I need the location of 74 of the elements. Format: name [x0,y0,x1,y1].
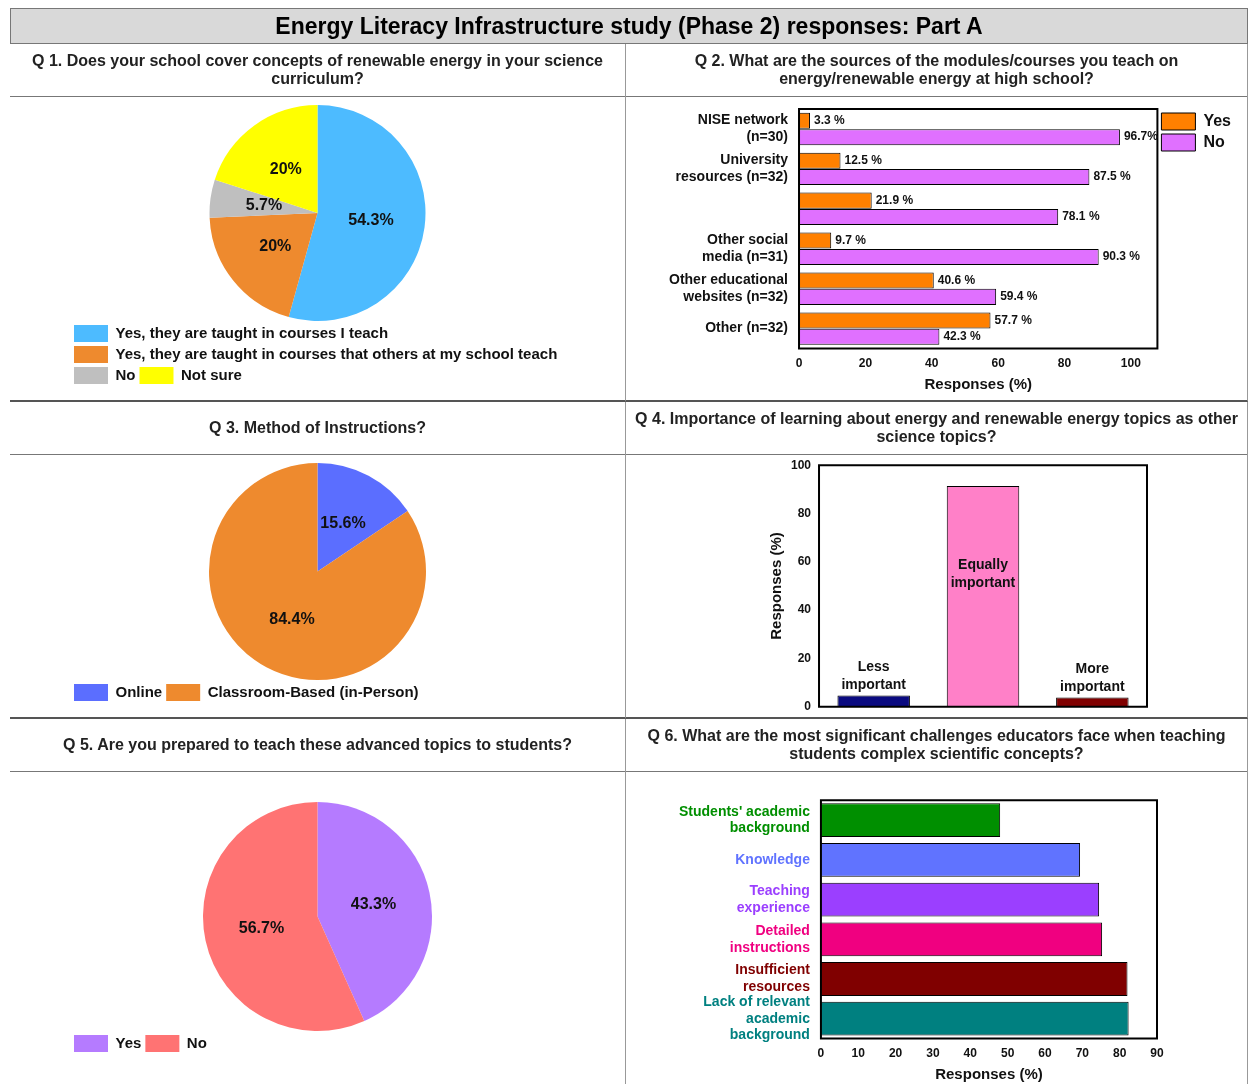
data-label: 54.3% [348,210,394,228]
data-label: 20% [269,159,302,177]
data-label: 3.3 % [813,113,845,128]
y-tick-label: 80 [797,505,812,520]
x-tick-label: 90 [1150,1046,1164,1061]
legend-label: Yes [115,1033,142,1051]
x-tick-label: 30 [926,1046,940,1061]
x-tick-label: 60 [991,356,1006,371]
chart-title: Q 2. What are the sources of the modules/courses you teach on energy/renewable energy at high school? [626,44,1247,97]
x-tick-label: More important [1060,660,1125,695]
data-label: 20% [259,237,292,255]
y-tick-label: 100 [790,457,812,472]
y-tick-label: Detailed instructions [729,921,811,955]
data-label: 84.4% [269,609,315,627]
legend-label: Yes [1203,111,1232,129]
data-label: 43.3% [350,894,397,912]
x-axis-title: Responses (%) [924,375,1032,393]
y-tick-label: 0 [804,699,812,714]
y-tick-label: Other social media (n=31) [702,231,789,265]
data-label: 15.6% [320,514,366,532]
legend-label: Yes, they are taught in courses I teach [115,323,389,341]
x-tick-label: 0 [817,1046,825,1061]
chart-title: Q 1. Does your school cover concepts of renewable energy in your science curriculum? [10,44,625,97]
data-label: 40.6 % [937,272,976,287]
x-tick-label: 50 [1000,1046,1015,1061]
legend-label: No [1203,132,1225,150]
x-tick-label: 70 [1075,1046,1090,1061]
y-axis-title: Responses (%) [767,532,785,640]
x-tick-label: 10 [851,1046,866,1061]
y-tick-label: Lack of relevant academic background [703,992,811,1043]
y-tick-label: Teaching experience [736,881,811,915]
data-label: 87.5 % [1093,169,1132,184]
x-tick-label: 20 [858,356,873,371]
legend-label: No [115,365,136,383]
y-tick-label: 60 [797,554,812,569]
y-tick-label: Other educational websites (n=32) [668,271,789,304]
chart-title: Q 6. What are the most significant challenges educators face when teaching students complex scientific concepts? [626,719,1247,772]
data-label: 5.7% [245,196,283,214]
y-tick-label: University resources (n=32) [675,151,789,185]
y-tick-label: Students' academic background [678,802,811,836]
x-tick-label: 40 [925,356,939,371]
legend-label: Online [115,682,163,700]
y-tick-label: Insufficient resources [735,961,811,995]
x-tick-label: Equally important [950,556,1016,591]
chart-title: Q 5. Are you prepared to teach these advanced topics to students? [10,719,625,772]
x-tick-label: 80 [1112,1046,1127,1061]
x-axis-title: Responses (%) [935,1065,1043,1083]
chart-title: Q 4. Importance of learning about energy and renewable energy topics as other science topics? [626,402,1247,455]
x-tick-label: 100 [1120,356,1142,371]
data-label: 78.1 % [1062,209,1100,224]
data-label: 9.7 % [835,232,867,247]
y-tick-label: NISE network (n=30) [697,111,789,145]
y-tick-label: Other (n=32) [705,319,789,336]
data-label: 21.9 % [875,192,914,207]
legend-label: No [186,1033,207,1051]
x-tick-label: 80 [1057,356,1072,371]
x-tick-label: 20 [888,1046,903,1061]
legend-label: Not sure [181,365,242,383]
y-tick-label: Knowledge [735,850,811,867]
data-label: 56.7% [238,918,285,936]
chart-title: Q 3. Method of Instructions? [10,402,625,455]
x-tick-label: Less important [841,658,907,693]
y-tick-label: 40 [797,602,812,617]
legend-label: Classroom-Based (in-Person) [207,682,419,700]
legend-label: Yes, they are taught in courses that others at my school teach [115,344,558,362]
data-label: 90.3 % [1102,249,1141,264]
data-label: 42.3 % [943,329,982,344]
data-label: 12.5 % [844,153,883,168]
data-label: 57.7 % [994,312,1033,327]
x-tick-label: 40 [963,1046,978,1061]
text: Energy Literacy Infrastructure study (Phase 2) responses: Part A [10,8,1248,44]
data-label: 59.4 % [1000,289,1038,304]
x-tick-label: 60 [1038,1046,1052,1061]
y-tick-label: 20 [797,650,812,665]
